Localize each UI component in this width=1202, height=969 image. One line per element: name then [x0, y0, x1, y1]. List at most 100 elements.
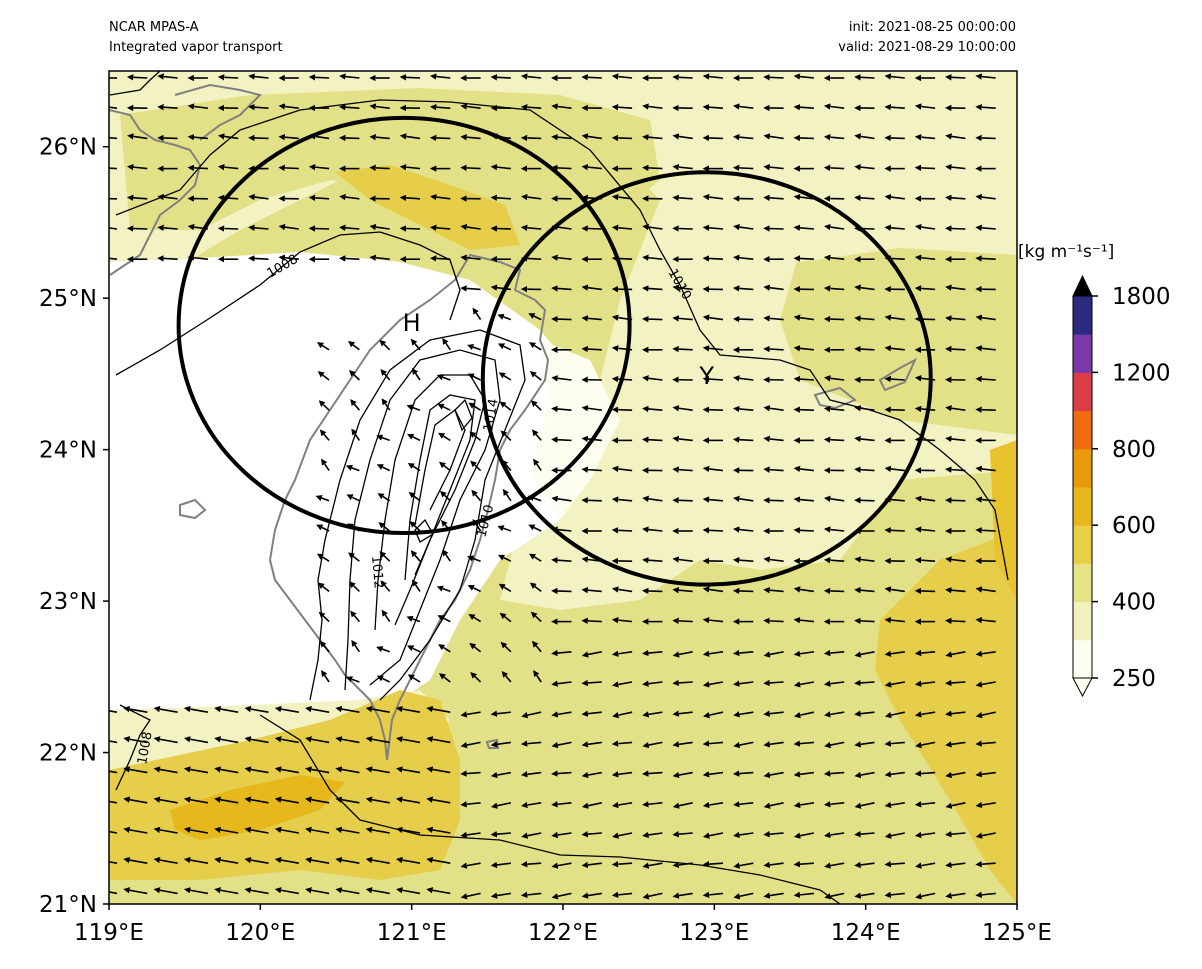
ivt-arrow [183, 856, 209, 864]
ivt-arrow [823, 770, 845, 777]
ivt-arrow [763, 617, 784, 625]
ivt-arrow [824, 892, 845, 900]
ivt-arrow [278, 133, 299, 141]
ivt-arrow [611, 193, 633, 201]
ivt-arrow [914, 680, 936, 687]
ivt-arrow [436, 374, 451, 381]
ivt-arrow [763, 345, 784, 353]
ivt-arrow [945, 586, 966, 594]
ivt-arrow [153, 887, 178, 895]
ivt-arrow [157, 193, 178, 201]
tc-circle [176, 115, 632, 536]
ivt-arrow [884, 104, 905, 111]
ivt-arrow [854, 679, 875, 687]
ivt-arrow [460, 831, 481, 839]
ivt-arrow [551, 892, 572, 900]
ivt-arrow [321, 458, 330, 472]
small-island-south [485, 738, 500, 749]
ivt-arrow [365, 826, 390, 834]
ivt-arrow [460, 164, 481, 172]
ivt-arrow [793, 681, 815, 688]
ivt-arrow [319, 429, 330, 441]
colorbar-tick-label: 400 [1112, 590, 1156, 616]
ivt-arrow [248, 224, 269, 231]
ivt-arrow [884, 224, 905, 231]
lon-tick-label: 119°E [74, 920, 144, 946]
ivt-arrow [551, 801, 572, 808]
ivt-arrow [793, 860, 814, 868]
ivt-arrow [369, 164, 390, 172]
ivt-arrow [442, 549, 451, 562]
ivt-arrow [520, 255, 542, 262]
ivt-arrow [642, 711, 663, 718]
init-time: init: 2021-08-25 00:00:00 [848, 20, 1016, 35]
ivt-arrow [528, 524, 542, 532]
ivt-arrow [533, 670, 542, 683]
ivt-arrow [581, 405, 602, 412]
ivt-arrow [733, 680, 754, 687]
ivt-arrow [702, 375, 724, 383]
ivt-arrow [395, 856, 421, 864]
ivt-arrow [732, 649, 754, 657]
ivt-arrow [317, 371, 330, 381]
ivt-arrow [672, 892, 693, 899]
ivt-arrow [426, 826, 451, 834]
ivt-arrow [183, 736, 209, 744]
ivt-arrow [642, 405, 663, 413]
ivt-arrow [315, 495, 330, 502]
ivt-arrow [426, 856, 451, 864]
ivt-arrow [854, 802, 875, 809]
ivt-arrow [530, 611, 542, 623]
ivt-arrow [490, 861, 511, 869]
ivt-arrow [914, 831, 936, 839]
ivt-arrow [335, 766, 360, 774]
ivt-fill-southeast-core [990, 440, 1017, 600]
ivt-arrow [823, 223, 845, 231]
ivt-arrow [672, 405, 693, 412]
ivt-arrow [975, 586, 996, 593]
ivt-arrow [490, 194, 511, 202]
ivt-arrow [153, 856, 178, 864]
ivt-arrow [217, 133, 239, 140]
ivt-arrow [278, 254, 299, 261]
ivt-arrow [733, 711, 754, 718]
ivt-arrow [581, 315, 602, 322]
ivt-arrow [520, 104, 542, 111]
ivt-arrow [733, 801, 754, 808]
ivt-arrow [217, 74, 239, 81]
ivt-arrow [642, 892, 663, 900]
ivt-arrow [490, 802, 512, 809]
ivt-arrow [763, 163, 784, 171]
ivt-arrow [399, 194, 421, 202]
valid-time: valid: 2021-08-29 10:00:00 [838, 40, 1016, 55]
ivt-arrow [460, 254, 481, 261]
ivt-arrow [551, 770, 572, 777]
ivt-arrow [975, 771, 996, 778]
ivt-arrow [854, 556, 875, 563]
ivt-arrow [305, 705, 330, 713]
ivt-arrow [884, 711, 905, 719]
ivt-arrow [884, 860, 905, 868]
ivt-arrow [702, 193, 724, 201]
ivt-arrow [793, 73, 814, 80]
ivt-arrow [278, 223, 299, 231]
ivt-arrow [703, 711, 724, 719]
ivt-arrow [611, 650, 633, 657]
ivt-arrow [305, 796, 330, 804]
ivt-arrow [244, 796, 269, 804]
ivt-arrow [672, 861, 693, 869]
ivt-arrow [884, 681, 905, 688]
ivt-fill-southwest-core [170, 775, 345, 840]
ivt-arrow [823, 375, 845, 382]
ivt-arrow [460, 223, 481, 231]
ivt-arrow [914, 375, 936, 382]
ivt-arrow [467, 373, 481, 381]
ivt-arrow [109, 167, 118, 170]
ivt-arrow [551, 741, 572, 749]
ivt-arrow [945, 163, 966, 171]
ivt-arrow [365, 736, 390, 744]
ivt-arrow [611, 73, 633, 80]
ivt-arrow [498, 372, 512, 381]
ivt-arrow [123, 736, 148, 744]
ivt-arrow [520, 224, 542, 231]
